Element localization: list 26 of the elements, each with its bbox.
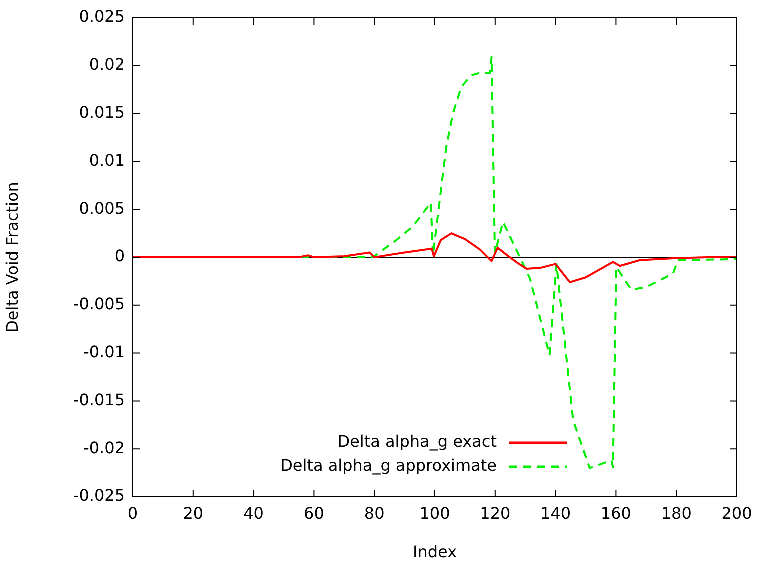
y-tick-label: -0.01 (84, 342, 125, 362)
legend-label: Delta alpha_g approximate (280, 456, 497, 476)
y-tick-label: 0.01 (89, 150, 125, 170)
x-tick-label: 20 (183, 504, 204, 523)
y-tick-label: -0.005 (73, 294, 125, 314)
x-tick-label: 200 (722, 504, 752, 523)
y-tick-label: 0.015 (79, 102, 125, 122)
y-tick-label: 0 (114, 246, 125, 266)
y-tick-label: -0.02 (84, 438, 125, 458)
x-tick-label: 180 (661, 504, 692, 523)
x-tick-label: 60 (304, 504, 324, 523)
x-tick-label: 160 (600, 504, 632, 523)
x-axis-title: Index (412, 542, 458, 562)
y-tick-label: 0.02 (89, 55, 125, 74)
y-tick-label: -0.015 (73, 390, 125, 410)
legend-label: Delta alpha_g exact (338, 432, 497, 452)
x-tick-label: 0 (128, 504, 138, 523)
x-tick-label: 120 (480, 504, 511, 523)
y-tick-label: -0.025 (73, 486, 125, 506)
x-tick-label: 100 (420, 504, 450, 523)
x-tick-label: 40 (244, 504, 264, 523)
x-tick-label: 80 (364, 504, 385, 523)
y-tick-label: 0.005 (79, 198, 125, 218)
x-tick-label: 140 (540, 504, 572, 523)
y-axis-title: Delta Void Fraction (2, 182, 22, 333)
y-tick-label: 0.025 (79, 7, 125, 26)
